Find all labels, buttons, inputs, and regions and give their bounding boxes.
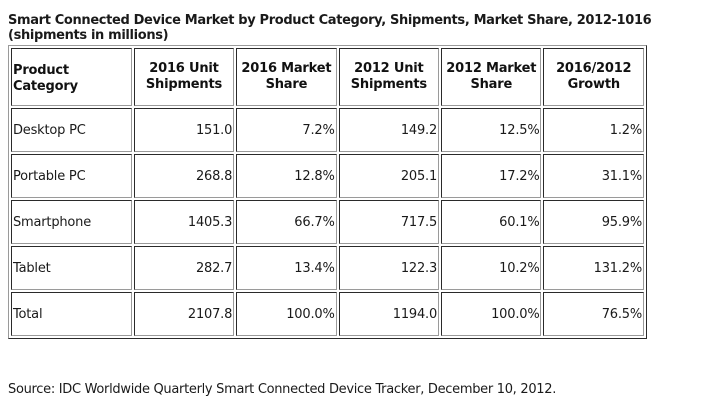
cell-growth: 1.2% bbox=[543, 108, 644, 152]
cell-2016-unit-shipments: 282.7 bbox=[133, 246, 235, 290]
table-title: Smart Connected Device Market by Product… bbox=[8, 13, 652, 43]
table-row-tablet: Tablet 282.7 13.4% 122.3 10.2% 131.2% bbox=[11, 246, 644, 290]
header-label-line-1: 2016 Unit bbox=[149, 61, 219, 76]
header-row: Product Category 2016 Unit Shipments 2016… bbox=[11, 48, 644, 106]
header-label-line-1: 2012 Market bbox=[446, 61, 537, 76]
cell-growth: 95.9% bbox=[543, 200, 644, 244]
cell-2016-unit-shipments: 151.0 bbox=[133, 108, 235, 152]
header-growth: 2016/2012 Growth bbox=[543, 48, 644, 106]
header-label-line-2: Shipments bbox=[350, 77, 427, 92]
cell-product-category: Desktop PC bbox=[11, 108, 132, 152]
cell-2012-unit-shipments: 717.5 bbox=[338, 200, 440, 244]
cell-growth: 31.1% bbox=[543, 154, 644, 198]
cell-2016-unit-shipments: 1405.3 bbox=[133, 200, 235, 244]
header-label: Product Category bbox=[13, 63, 78, 94]
cell-2016-market-share: 100.0% bbox=[236, 292, 337, 336]
cell-2012-market-share: 17.2% bbox=[441, 154, 542, 198]
cell-2012-unit-shipments: 122.3 bbox=[338, 246, 440, 290]
cell-product-category: Tablet bbox=[11, 246, 132, 290]
cell-2016-unit-shipments: 268.8 bbox=[133, 154, 235, 198]
cell-growth: 76.5% bbox=[543, 292, 644, 336]
cell-2012-market-share: 12.5% bbox=[441, 108, 542, 152]
cell-growth: 131.2% bbox=[543, 246, 644, 290]
cell-2016-market-share: 13.4% bbox=[236, 246, 337, 290]
cell-2012-market-share: 60.1% bbox=[441, 200, 542, 244]
header-label-line-1: 2012 Unit bbox=[354, 61, 424, 76]
header-label-line-1: 2016 Market bbox=[241, 61, 332, 76]
header-label-line-2: Share bbox=[265, 77, 308, 92]
cell-2016-unit-shipments: 2107.8 bbox=[133, 292, 235, 336]
table-row-portable-pc: Portable PC 268.8 12.8% 205.1 17.2% 31.1… bbox=[11, 154, 644, 198]
cell-2012-unit-shipments: 205.1 bbox=[338, 154, 440, 198]
cell-2012-unit-shipments: 149.2 bbox=[338, 108, 440, 152]
table-row-smartphone: Smartphone 1405.3 66.7% 717.5 60.1% 95.9… bbox=[11, 200, 644, 244]
cell-2012-unit-shipments: 1194.0 bbox=[338, 292, 440, 336]
cell-2016-market-share: 12.8% bbox=[236, 154, 337, 198]
table-row-total: Total 2107.8 100.0% 1194.0 100.0% 76.5% bbox=[11, 292, 644, 336]
source-note: Source: IDC Worldwide Quarterly Smart Co… bbox=[8, 382, 557, 397]
cell-2016-market-share: 66.7% bbox=[236, 200, 337, 244]
header-label-line-1: 2016/2012 bbox=[556, 61, 632, 76]
header-label-line-2: Growth bbox=[567, 77, 620, 92]
table-row-desktop-pc: Desktop PC 151.0 7.2% 149.2 12.5% 1.2% bbox=[11, 108, 644, 152]
header-product-category: Product Category bbox=[11, 48, 132, 106]
header-label-line-2: Shipments bbox=[145, 77, 223, 92]
cell-2016-market-share: 7.2% bbox=[236, 108, 337, 152]
cell-product-category: Portable PC bbox=[11, 154, 132, 198]
header-2012-market-share: 2012 Market Share bbox=[441, 48, 542, 106]
market-share-table: Product Category 2016 Unit Shipments 2016… bbox=[8, 45, 647, 339]
cell-2012-market-share: 10.2% bbox=[441, 246, 542, 290]
cell-2012-market-share: 100.0% bbox=[441, 292, 542, 336]
cell-product-category: Smartphone bbox=[11, 200, 132, 244]
cell-product-category: Total bbox=[11, 292, 132, 336]
header-2016-unit-shipments: 2016 Unit Shipments bbox=[133, 48, 235, 106]
header-2012-unit-shipments: 2012 Unit Shipments bbox=[338, 48, 440, 106]
header-2016-market-share: 2016 Market Share bbox=[236, 48, 337, 106]
header-label-line-2: Share bbox=[470, 77, 513, 92]
